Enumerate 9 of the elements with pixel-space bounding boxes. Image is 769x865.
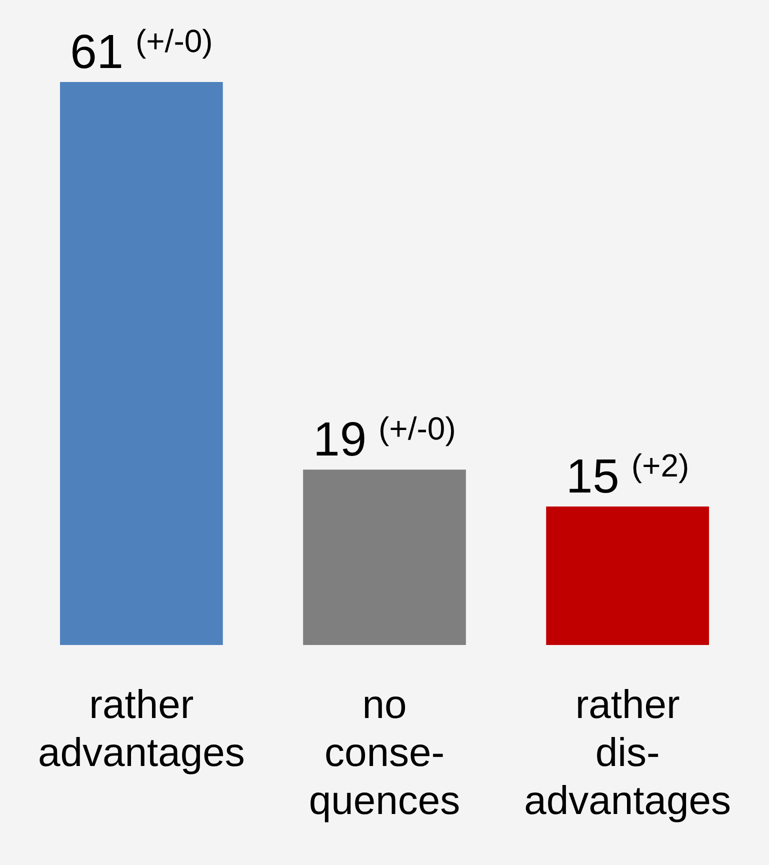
data-label: 15: [566, 450, 620, 504]
x-tick-label: rather advantages: [38, 683, 245, 776]
data-label: 61: [70, 26, 124, 79]
annotation: (+/-0): [135, 23, 213, 59]
x-tick-label: no conse- quences: [308, 683, 460, 824]
annotation: (+/-0): [378, 410, 456, 447]
data-label: 19: [313, 414, 367, 467]
annotation: (+2): [631, 448, 690, 484]
x-tick-label: rather dis- advantages: [524, 683, 731, 824]
